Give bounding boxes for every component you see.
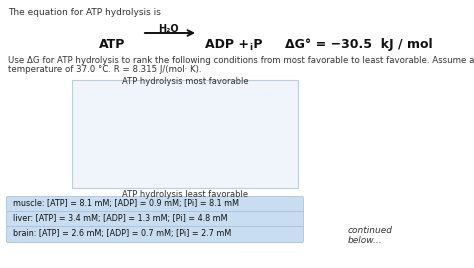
FancyBboxPatch shape [7, 226, 303, 243]
FancyBboxPatch shape [7, 211, 303, 228]
Text: muscle: [ATP] = 8.1 mM; [ADP] = 0.9 mM; [Pi] = 8.1 mM: muscle: [ATP] = 8.1 mM; [ADP] = 0.9 mM; … [13, 199, 239, 208]
Text: ADP + P: ADP + P [205, 38, 263, 51]
Text: brain: [ATP] = 2.6 mM; [ADP] = 0.7 mM; [Pi] = 2.7 mM: brain: [ATP] = 2.6 mM; [ADP] = 0.7 mM; [… [13, 229, 231, 238]
Text: H₂O: H₂O [158, 24, 178, 34]
Text: ATP: ATP [99, 38, 125, 51]
Text: Use ΔG for ATP hydrolysis to rank the following conditions from most favorable t: Use ΔG for ATP hydrolysis to rank the fo… [8, 56, 474, 65]
Text: The equation for ATP hydrolysis is: The equation for ATP hydrolysis is [8, 8, 161, 17]
FancyBboxPatch shape [72, 80, 298, 188]
FancyBboxPatch shape [7, 196, 303, 213]
Text: temperature of 37.0 °C. R = 8.315 J/(mol· K).: temperature of 37.0 °C. R = 8.315 J/(mol… [8, 65, 201, 74]
Text: ΔG° = −30.5  kJ / mol: ΔG° = −30.5 kJ / mol [285, 38, 433, 51]
Text: liver: [ATP] = 3.4 mM; [ADP] = 1.3 mM; [Pi] = 4.8 mM: liver: [ATP] = 3.4 mM; [ADP] = 1.3 mM; [… [13, 214, 228, 223]
Text: ATP hydrolysis most favorable: ATP hydrolysis most favorable [122, 77, 248, 86]
Text: i: i [249, 43, 252, 52]
Text: ATP hydrolysis least favorable: ATP hydrolysis least favorable [122, 190, 248, 199]
Text: continued
below...: continued below... [348, 226, 393, 245]
